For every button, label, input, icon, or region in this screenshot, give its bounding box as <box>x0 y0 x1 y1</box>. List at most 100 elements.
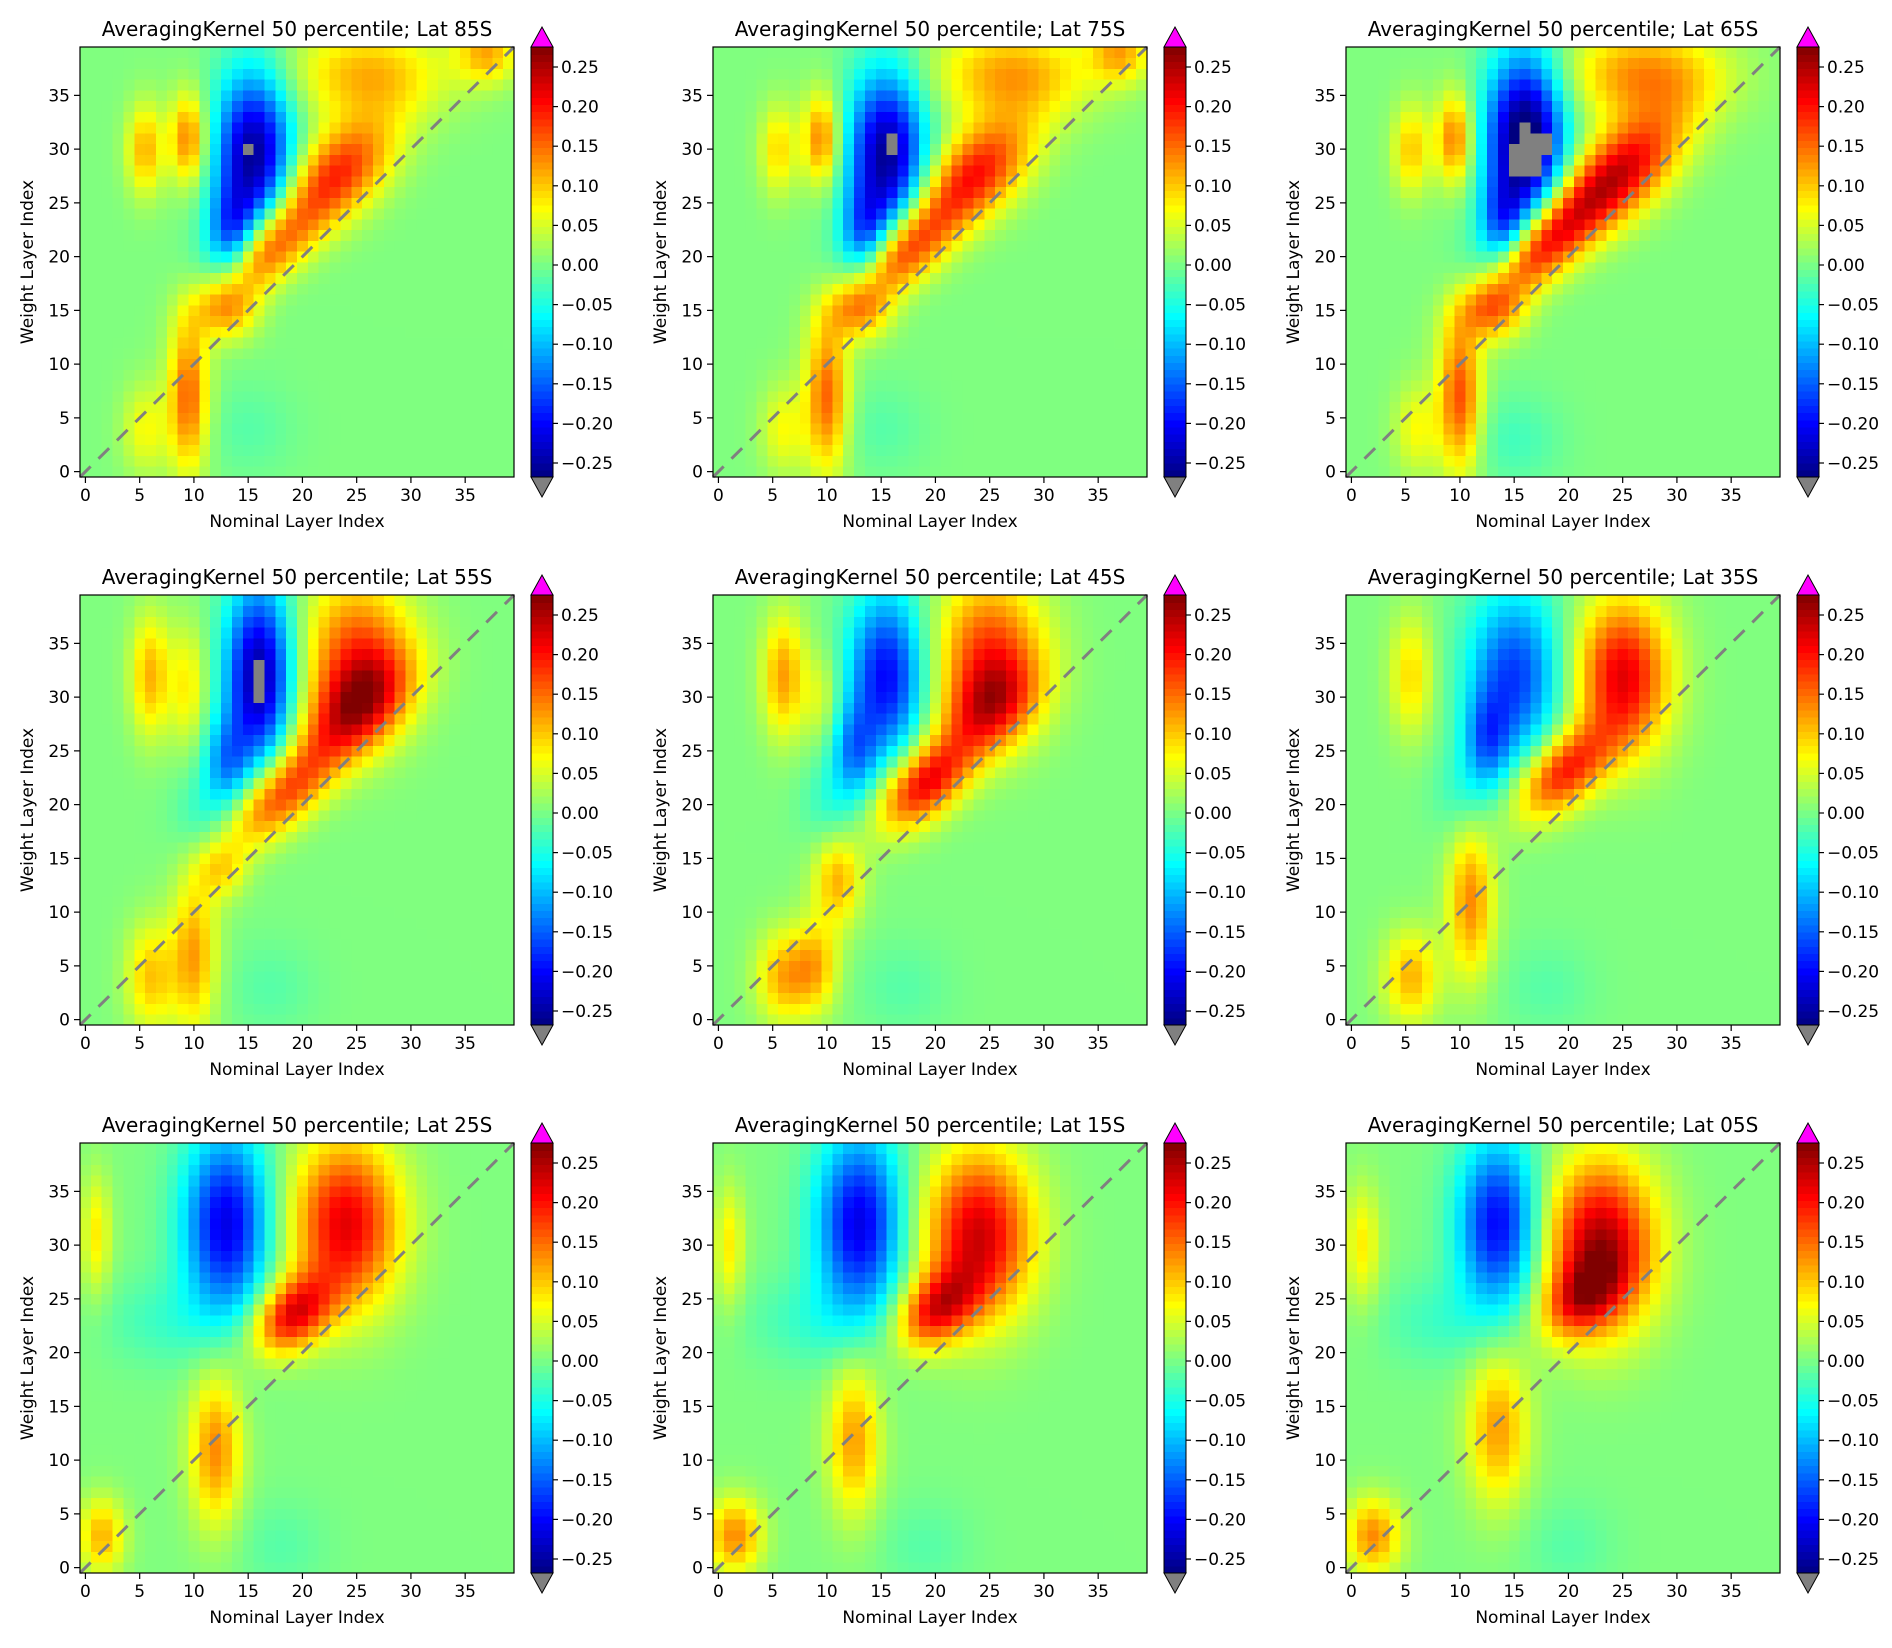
heatmap-cell <box>188 122 200 134</box>
heatmap-cell <box>1071 294 1083 306</box>
heatmap-cell <box>1346 455 1358 467</box>
heatmap-cell <box>1400 143 1412 155</box>
heatmap-cell <box>1356 466 1369 478</box>
heatmap-cell <box>1595 68 1607 80</box>
heatmap-cell <box>1736 133 1748 145</box>
heatmap-cell <box>1541 111 1553 123</box>
heatmap-cell <box>1400 283 1412 295</box>
x-tick-label: 30 <box>1033 486 1055 506</box>
heatmap-cell <box>199 283 211 295</box>
heatmap-cell <box>908 305 920 317</box>
heatmap-cell <box>940 434 953 446</box>
heatmap-cell <box>405 401 417 413</box>
heatmap-cell <box>1660 262 1672 274</box>
heatmap-cell <box>1497 57 1510 69</box>
heatmap-cell <box>984 208 996 220</box>
heatmap-cell <box>1682 369 1694 381</box>
heatmap-cell <box>1421 337 1434 349</box>
heatmap-cell <box>253 100 265 112</box>
heatmap-cell <box>264 79 276 91</box>
heatmap-cell <box>470 391 482 403</box>
heatmap-cell <box>492 326 504 338</box>
heatmap-cell <box>1519 455 1531 467</box>
heatmap-cell <box>242 186 254 198</box>
heatmap-cell <box>297 466 309 478</box>
heatmap-cell <box>745 57 757 69</box>
heatmap-cell <box>788 294 801 306</box>
heatmap-cell <box>1092 143 1104 155</box>
heatmap-cell <box>1606 176 1618 188</box>
heatmap-cell <box>1411 57 1423 69</box>
heatmap-cell <box>1378 111 1390 123</box>
plot-frame <box>79 46 515 478</box>
heatmap-cell <box>101 79 113 91</box>
heatmap-cell <box>799 337 812 349</box>
heatmap-cell <box>362 348 374 360</box>
heatmap-cell <box>1693 326 1705 338</box>
heatmap-cell <box>1367 57 1379 69</box>
heatmap-cell <box>713 305 725 317</box>
heatmap-cell <box>275 348 287 360</box>
heatmap-cell <box>832 47 844 59</box>
heatmap-cell <box>1060 176 1072 188</box>
heatmap-cell <box>1508 90 1520 102</box>
heatmap-cell <box>767 444 779 456</box>
heatmap-cell <box>1005 197 1018 209</box>
heatmap-cell <box>1081 305 1094 317</box>
heatmap-cell <box>155 90 168 102</box>
heatmap-cell <box>1443 208 1455 220</box>
heatmap-cell <box>134 68 146 80</box>
heatmap-cell <box>1660 272 1672 284</box>
heatmap-cell <box>318 154 330 166</box>
heatmap-cell <box>188 208 200 220</box>
heatmap-cell <box>1508 434 1520 446</box>
heatmap-cell <box>1660 348 1672 360</box>
heatmap-cell <box>383 240 396 252</box>
heatmap-cell <box>1714 197 1727 209</box>
heatmap-cell <box>1136 219 1148 231</box>
heatmap-cell <box>897 122 909 134</box>
colorbar-segment <box>531 176 553 184</box>
heatmap-cell <box>1736 251 1748 263</box>
heatmap-cell <box>1060 240 1072 252</box>
heatmap-cell <box>1125 165 1137 177</box>
heatmap-cell <box>492 434 504 446</box>
heatmap-cell <box>101 111 113 123</box>
heatmap-cell <box>940 294 953 306</box>
heatmap-cell <box>875 186 887 198</box>
heatmap-cell <box>1432 165 1445 177</box>
heatmap-cell <box>166 47 179 59</box>
heatmap-cell <box>416 111 428 123</box>
heatmap-cell <box>864 466 877 478</box>
heatmap-cell <box>1671 68 1683 80</box>
heatmap-cell <box>1563 79 1575 91</box>
heatmap-cell <box>821 337 833 349</box>
heatmap-cell <box>286 208 298 220</box>
heatmap-cell <box>416 348 428 360</box>
heatmap-cell <box>788 251 801 263</box>
x-tick-label: 0 <box>80 486 91 506</box>
heatmap-cell <box>329 165 341 177</box>
heatmap-cell <box>1389 401 1401 413</box>
heatmap-cell <box>1443 111 1455 123</box>
heatmap-cell <box>821 423 833 435</box>
heatmap-cell <box>1563 229 1575 241</box>
heatmap-cell <box>1016 186 1029 198</box>
heatmap-cell <box>832 423 844 435</box>
heatmap-cell <box>1671 100 1683 112</box>
heatmap-cell <box>427 412 439 424</box>
heatmap-cell <box>1508 315 1520 327</box>
heatmap-cell <box>1747 294 1759 306</box>
heatmap-cell <box>318 165 330 177</box>
heatmap-cell <box>459 176 471 188</box>
heatmap-cell <box>723 90 736 102</box>
heatmap-cell <box>1714 90 1727 102</box>
heatmap-cell <box>930 337 942 349</box>
heatmap-cell <box>886 369 898 381</box>
heatmap-cell <box>1356 208 1369 220</box>
heatmap-cell <box>1758 197 1770 209</box>
heatmap-cell <box>1092 315 1104 327</box>
heatmap-cell <box>448 391 461 403</box>
heatmap-cell <box>1606 369 1618 381</box>
heatmap-cell <box>307 337 320 349</box>
